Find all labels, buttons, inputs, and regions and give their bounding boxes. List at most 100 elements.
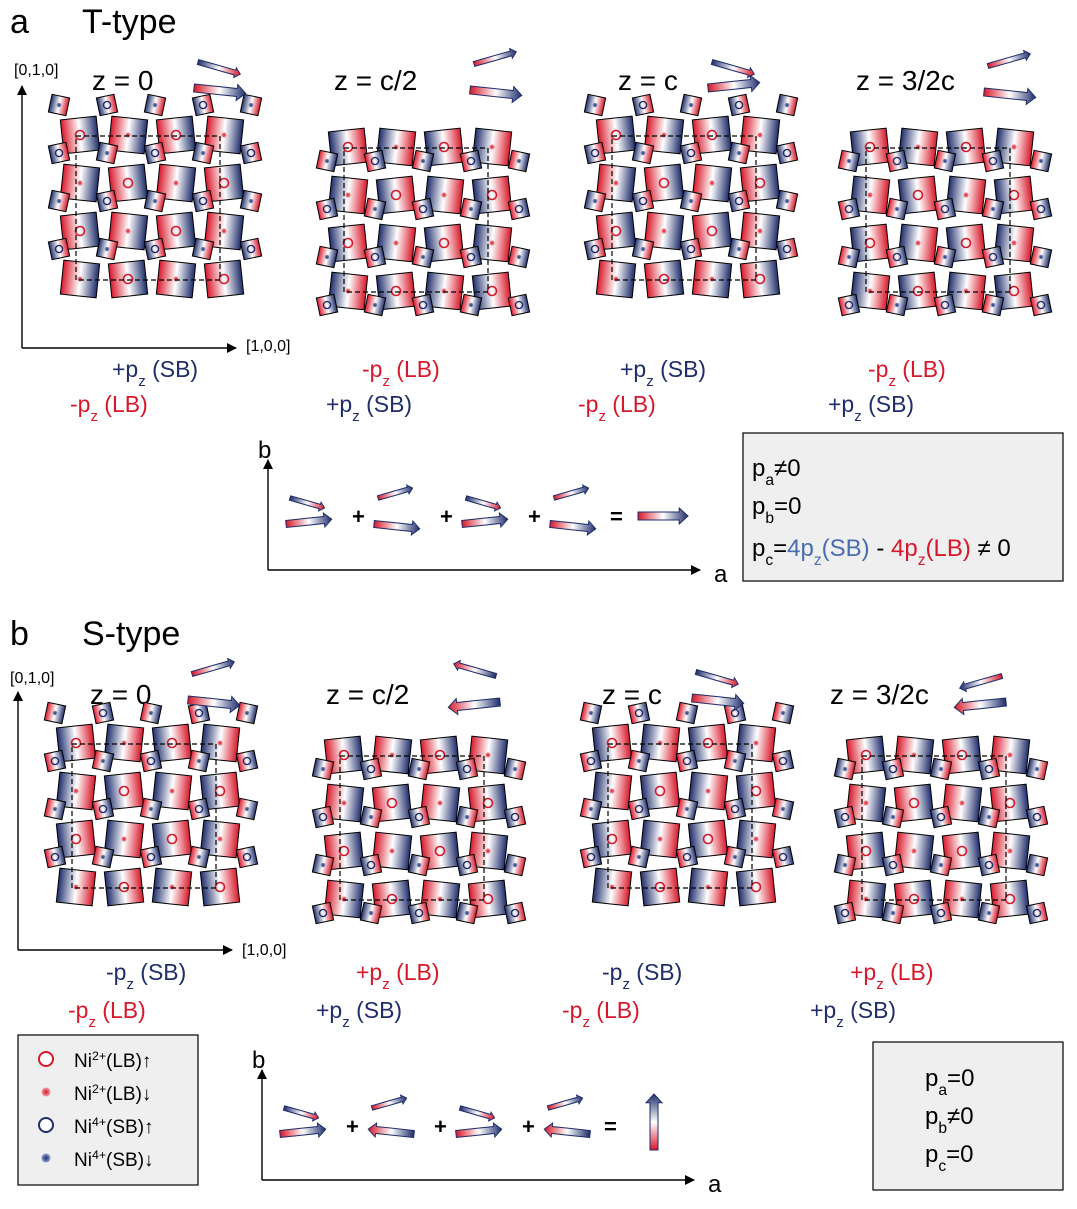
ni4-down-marker (324, 158, 330, 164)
ni2-up-marker (860, 749, 872, 761)
text-part: Ni (74, 1084, 92, 1105)
text-part: (LB) (926, 535, 971, 562)
ni2-down-marker (217, 836, 223, 842)
sum-term (285, 495, 333, 529)
arrow-shape (543, 1121, 591, 1139)
ni2-up-marker (912, 189, 924, 201)
ni2-down-marker (345, 288, 351, 294)
octahedron-large (151, 723, 193, 763)
ni4-up-marker (730, 804, 740, 814)
ni4-up-marker (150, 148, 160, 158)
ni4-down-marker (640, 150, 646, 156)
ni4-up-marker (366, 764, 376, 774)
ni4-up-marker (194, 804, 204, 814)
octahedron-small (1029, 293, 1053, 317)
large-tilt-arrow (461, 511, 509, 529)
octahedron-large (203, 163, 245, 203)
small-tilt-arrow (452, 659, 498, 680)
ni4-up-marker (638, 100, 648, 110)
ni4-up-marker (414, 908, 424, 918)
ni4-up-marker (778, 756, 788, 766)
small-tilt-arrow (464, 495, 502, 512)
pz-contribution-bottom: -pz (LB) (562, 997, 640, 1031)
small-tilt-arrow (196, 58, 242, 79)
ni4-up-marker (844, 300, 854, 310)
ni2-down-marker (73, 884, 79, 890)
ni4-up-marker (54, 244, 64, 254)
ni2-down-marker (661, 132, 667, 138)
ni2-up-marker (166, 737, 178, 749)
ni4-up-marker (414, 812, 424, 822)
large-tilt-arrow (187, 695, 241, 714)
octahedron-small (771, 749, 795, 773)
ni4-down-marker (592, 198, 598, 204)
ni4-down-marker (990, 206, 996, 212)
ni2-up-marker (960, 237, 972, 249)
ni4-down-marker (100, 854, 106, 860)
octahedron-large (897, 175, 939, 215)
octahedron-small (139, 749, 163, 773)
octahedron-large (591, 723, 633, 763)
ni4-up-marker (1032, 908, 1042, 918)
ni2-up-marker (386, 797, 398, 809)
result-line: pb≠0 (925, 1103, 974, 1137)
octahedron-large (199, 867, 241, 907)
octahedra-lattice (579, 701, 795, 907)
octahedron-small (881, 757, 905, 781)
octahedron-large (371, 879, 413, 919)
text-part: -p (70, 391, 90, 417)
ni4-down-marker (640, 246, 646, 252)
arrow-shape (986, 49, 1032, 70)
ni4-up-marker (586, 756, 596, 766)
b-axis-label: b (258, 437, 271, 464)
ni2-down-marker (911, 752, 917, 758)
octahedron-large (845, 831, 887, 871)
ni4-down-marker (516, 254, 522, 260)
octahedron-small (407, 805, 431, 829)
tilt-arrow-pair (983, 49, 1037, 106)
layer-z-label: z = 3/2c (856, 65, 955, 96)
ni2-up-marker (342, 141, 354, 153)
text-part: p (925, 1065, 938, 1092)
arrow-shape (710, 58, 756, 79)
ni4-up-marker (888, 860, 898, 870)
layer-z-label: z = 3/2c (830, 679, 929, 710)
small-tilt-arrow (546, 1094, 584, 1111)
text-part: z (138, 373, 145, 390)
ni4-down-marker (592, 102, 598, 108)
pz-contribution-bottom: -pz (LB) (578, 391, 656, 425)
octahedron-small (1025, 805, 1049, 829)
text-part: (SB) (654, 356, 706, 382)
ni4-down-marker (148, 806, 154, 812)
ni2-up-marker (74, 129, 86, 141)
tilt-arrow-pair (953, 672, 1007, 716)
tilt-arrow-pair (193, 58, 247, 102)
ni4-up-marker (242, 852, 252, 862)
large-tilt-arrow (455, 1121, 503, 1139)
ni2-up-marker (610, 129, 622, 141)
ni4-up-marker (466, 252, 476, 262)
text-part: (LB) (896, 356, 946, 382)
result-line-pc: pc=4pz(SB) - 4pz(LB) ≠ 0 (752, 535, 1011, 569)
ni4-down-marker (516, 158, 522, 164)
text-part: z (854, 408, 861, 425)
octahedron-large (327, 127, 369, 167)
ni4-down-marker (248, 198, 254, 204)
ni2-down-marker (609, 788, 615, 794)
ni4-up-marker (1036, 204, 1046, 214)
ni4-up-marker (734, 100, 744, 110)
octahedron-large (639, 867, 681, 907)
ni2-up-marker (390, 285, 402, 297)
ni4-up-marker (150, 244, 160, 254)
ni2-down-marker (77, 276, 83, 282)
text-part: -p (578, 391, 598, 417)
ni4-up-marker (892, 156, 902, 166)
text-part: z (582, 1014, 589, 1031)
ni2-down-marker (489, 240, 495, 246)
octahedron-small (47, 141, 71, 165)
ni4-down-marker (100, 758, 106, 764)
text-part: (LB) (606, 391, 656, 417)
ni4-up-marker (510, 908, 520, 918)
plus-sign: + (352, 504, 365, 529)
octahedron-large (203, 259, 245, 299)
